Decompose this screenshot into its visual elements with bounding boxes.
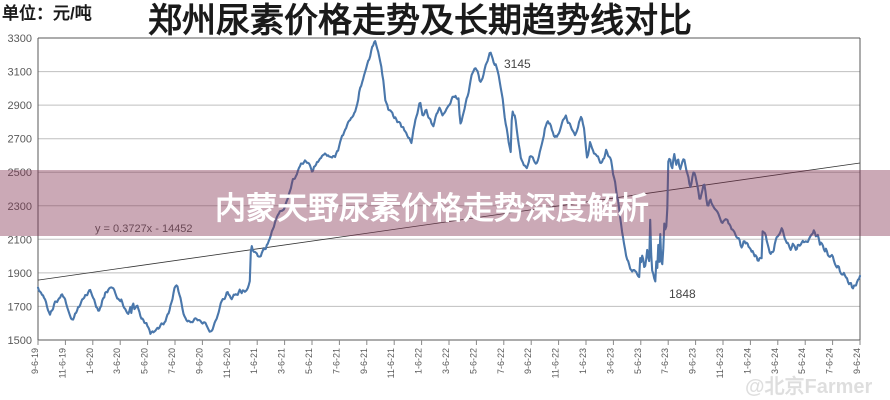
- svg-text:11-6-22: 11-6-22: [551, 348, 561, 378]
- svg-text:3-6-21: 3-6-21: [277, 348, 287, 374]
- svg-text:3100: 3100: [8, 67, 32, 79]
- svg-text:1900: 1900: [8, 268, 32, 280]
- svg-text:5-6-22: 5-6-22: [468, 348, 478, 374]
- svg-text:3-6-20: 3-6-20: [112, 348, 122, 374]
- svg-text:9-6-20: 9-6-20: [194, 348, 204, 374]
- svg-text:7-6-21: 7-6-21: [331, 348, 341, 374]
- svg-text:1-6-23: 1-6-23: [578, 348, 588, 374]
- svg-text:7-6-23: 7-6-23: [660, 348, 670, 374]
- svg-text:9-6-23: 9-6-23: [688, 348, 698, 374]
- svg-text:7-6-20: 7-6-20: [167, 348, 177, 374]
- svg-text:1-6-21: 1-6-21: [249, 348, 259, 374]
- svg-text:1848: 1848: [669, 287, 696, 301]
- svg-text:3-6-22: 3-6-22: [441, 348, 451, 374]
- svg-text:1700: 1700: [8, 301, 32, 313]
- svg-text:3300: 3300: [8, 33, 32, 45]
- svg-text:5-6-23: 5-6-23: [633, 348, 643, 374]
- svg-text:9-6-19: 9-6-19: [30, 348, 40, 374]
- svg-text:11-6-23: 11-6-23: [715, 348, 725, 378]
- svg-text:11-6-19: 11-6-19: [57, 348, 67, 378]
- svg-text:2100: 2100: [8, 234, 32, 246]
- svg-text:5-6-20: 5-6-20: [140, 348, 150, 374]
- svg-text:2700: 2700: [8, 134, 32, 146]
- svg-text:2900: 2900: [8, 100, 32, 112]
- svg-text:9-6-21: 9-6-21: [359, 348, 369, 374]
- svg-text:1-6-22: 1-6-22: [414, 348, 424, 374]
- svg-text:1-6-20: 1-6-20: [85, 348, 95, 374]
- svg-text:3145: 3145: [504, 57, 531, 71]
- svg-text:5-6-21: 5-6-21: [304, 348, 314, 374]
- svg-text:7-6-22: 7-6-22: [496, 348, 506, 374]
- svg-text:9-6-22: 9-6-22: [523, 348, 533, 374]
- svg-text:11-6-20: 11-6-20: [222, 348, 232, 378]
- svg-text:3-6-23: 3-6-23: [605, 348, 615, 374]
- svg-text:11-6-21: 11-6-21: [386, 348, 396, 378]
- svg-text:1500: 1500: [8, 335, 32, 347]
